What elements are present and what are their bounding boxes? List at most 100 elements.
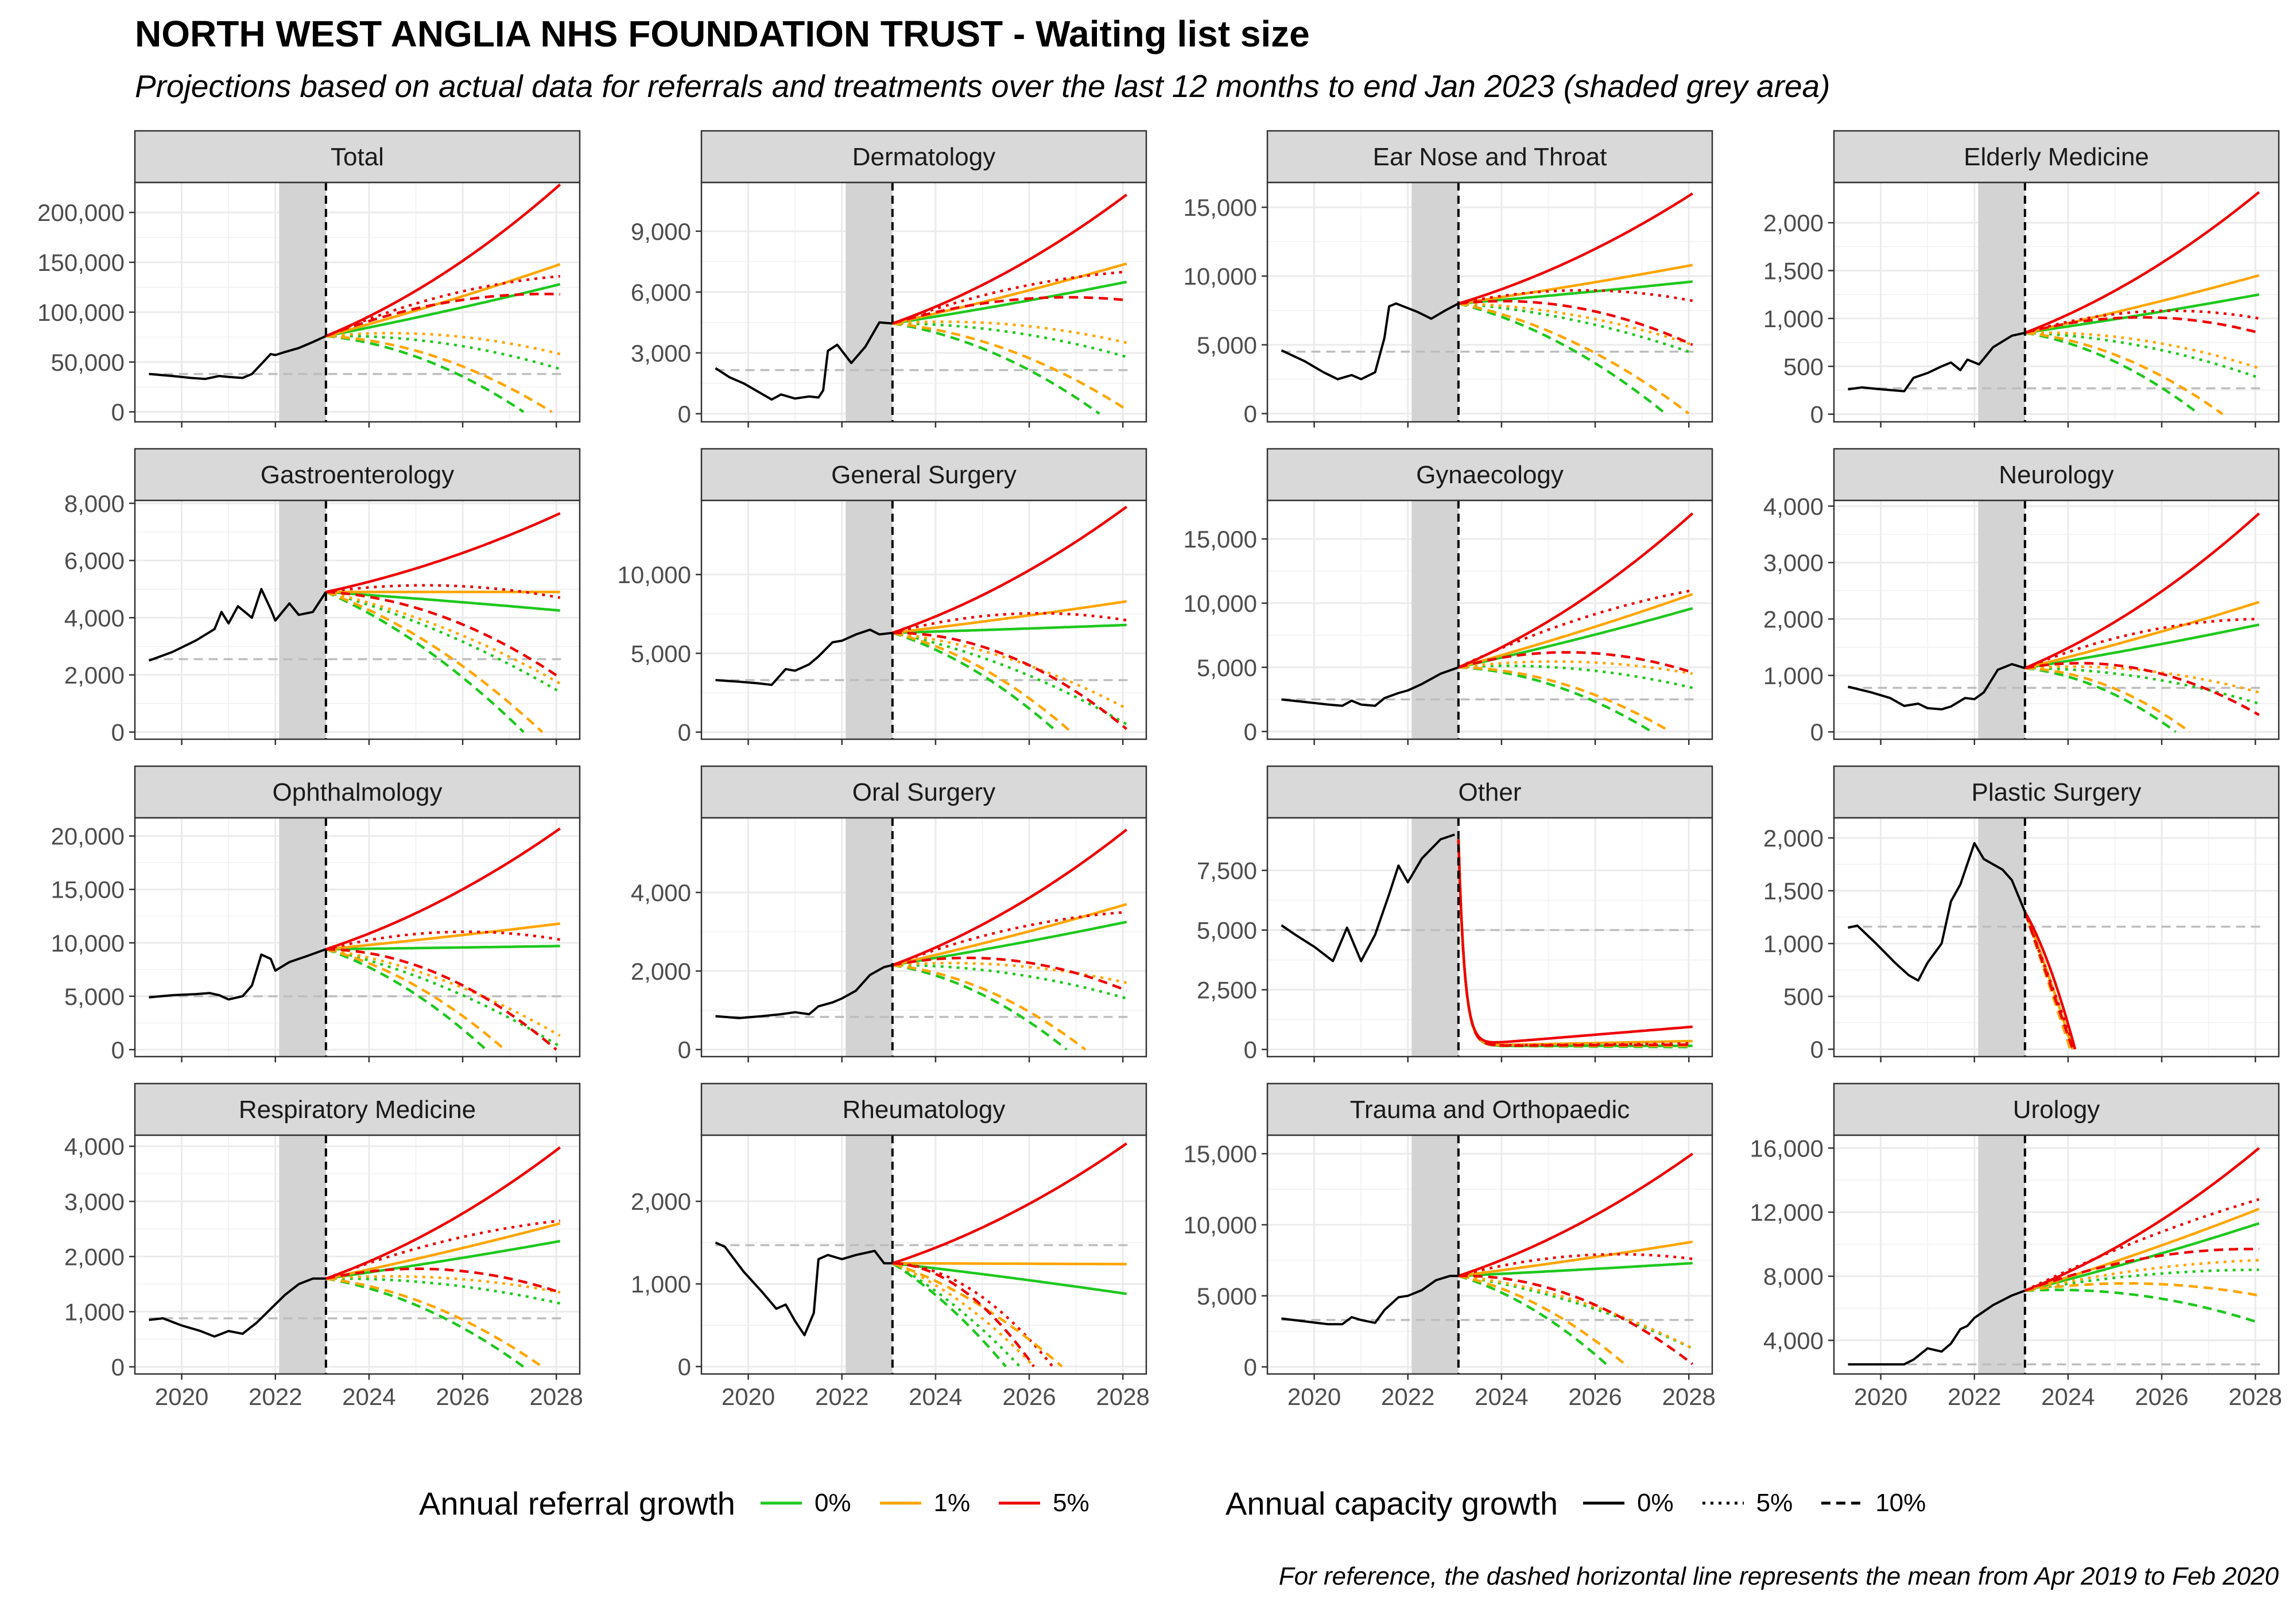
projection-r1-c10 [2024,1282,2260,1297]
panel-title: Ear Nose and Throat [1373,143,1607,171]
panel-border [1833,1134,2280,1375]
panel-background [1267,1135,1712,1374]
actual-series-line [149,335,327,381]
projection-r5-c5 [2024,1198,2260,1292]
projection-r5-c10 [325,292,560,337]
y-tick-label: 0 [1810,1036,1824,1063]
panel-border [134,1134,581,1375]
projection-r0-c10 [2024,666,2177,733]
projection-r5-c5 [325,1219,560,1280]
projection-r0-c0 [1458,607,1693,669]
panel-gastroenterology: Gastroenterology 0 2,000 4,000 6,000 8,000 [64,448,581,746]
shaded-period [279,500,326,739]
panel-title: Gastroenterology [261,461,455,489]
projection-r5-c0 [2023,911,2077,1050]
panel-strip [700,130,1147,184]
panel-title: Other [1458,778,1521,806]
legend-key-green [760,1501,802,1505]
legend-label: 5% [1756,1489,1793,1517]
y-tick-label: 500 [1783,353,1824,380]
projection-r5-c0 [2024,512,2260,670]
projection-r5-c0 [892,506,1128,634]
panel-strip [134,448,581,502]
panel-background [701,1135,1146,1374]
projection-r0-c10 [892,322,1100,415]
legend-item-capacity-5: 5% [1700,1489,1793,1517]
y-tick-label: 4,000 [1763,493,1824,520]
y-tick-label: 9,000 [631,218,691,245]
shaded-period [1411,1135,1459,1374]
projection-r5-c10 [325,591,561,679]
y-tick-label: 2,000 [1763,825,1824,852]
projection-r0-c10 [325,948,487,1051]
y-tick-label: 0 [111,1354,125,1381]
projection-r5-c0 [325,827,561,951]
projection-r5-c0 [2024,191,2260,334]
x-tick-label: 2028 [529,1383,583,1410]
panel-title: Respiratory Medicine [239,1096,476,1124]
y-tick-label: 3,000 [1763,549,1824,576]
projection-lines [1458,192,1693,415]
y-tick-label: 5,000 [1197,654,1257,681]
panel-background [1267,818,1712,1057]
projection-r0-c10 [1458,1274,1610,1368]
y-tick-label: 150,000 [37,249,125,276]
projection-r5-c10 [1457,839,1693,1047]
actual-series-line [1281,833,1455,962]
y-tick-label: 2,000 [64,662,125,689]
y-tick-label: 100,000 [37,299,125,326]
chart-subtitle: Projections based on actual data for ref… [135,68,1830,104]
legend-label: 1% [933,1489,971,1517]
y-tick-label: 1,000 [1763,930,1824,957]
projection-r5-c0 [325,183,561,337]
shaded-period [279,1135,326,1374]
x-tick-label: 2026 [1568,1383,1622,1410]
x-tick-label: 2026 [2135,1383,2188,1410]
y-tick-label: 0 [1244,1354,1257,1381]
projection-r0-c5 [892,631,1127,725]
y-tick-label: 0 [1810,719,1824,746]
shaded-period [1411,818,1459,1057]
y-tick-label: 4,000 [1763,1327,1824,1354]
projection-r0-c0 [892,921,1127,966]
projection-r1-c10 [892,631,1072,733]
legend-key-solid [1583,1501,1625,1505]
panel-strip [700,448,1147,502]
shaded-period [846,1135,893,1374]
projection-lines [2023,911,2077,1050]
panel-background [1834,1135,2279,1374]
actual-series-line [1848,842,2026,982]
projection-r0-c0 [325,1240,561,1280]
projection-r1-c0 [892,600,1127,634]
actual-series-line [148,588,327,662]
projection-r5-c10 [2024,1247,2259,1292]
x-tick-label: 2026 [436,1383,489,1410]
panel-title: Trauma and Orthopaedic [1350,1096,1630,1124]
projection-lines [325,183,561,413]
projection-lines [2024,191,2260,416]
projection-r1-c5 [1458,660,1693,676]
shaded-period [846,818,893,1057]
shaded-period [1411,500,1459,739]
projection-r1-c10 [325,335,553,413]
projection-r1-c0 [1458,263,1693,305]
panel-border [700,1134,1147,1375]
legend-item-referral-1: 1% [878,1489,971,1517]
panel-title: Ophthalmology [273,778,443,806]
x-tick-label: 2020 [155,1383,208,1410]
panel-strip [1833,1082,2280,1136]
projection-lines [1457,839,1693,1049]
panel-border [134,181,581,423]
projection-r1-c0 [1458,593,1693,669]
projection-r5-c5 [325,584,561,599]
projection-r1-c5 [325,1275,561,1294]
panel-ophthalmology: Ophthalmology 0 5,000 10,000 15,000 20,000 [51,765,581,1063]
y-tick-label: 0 [678,1037,691,1063]
legend-key-orange [879,1501,921,1505]
panel-strip [134,1082,581,1136]
panel-oral-surgery: Oral Surgery 0 2,000 4,000 [631,765,1147,1063]
legend-referral-title: Annual referral growth [419,1485,735,1521]
y-tick-label: 6,000 [64,548,125,575]
y-tick-label: 10,000 [618,561,691,588]
projection-r1-c0 [2024,600,2260,670]
